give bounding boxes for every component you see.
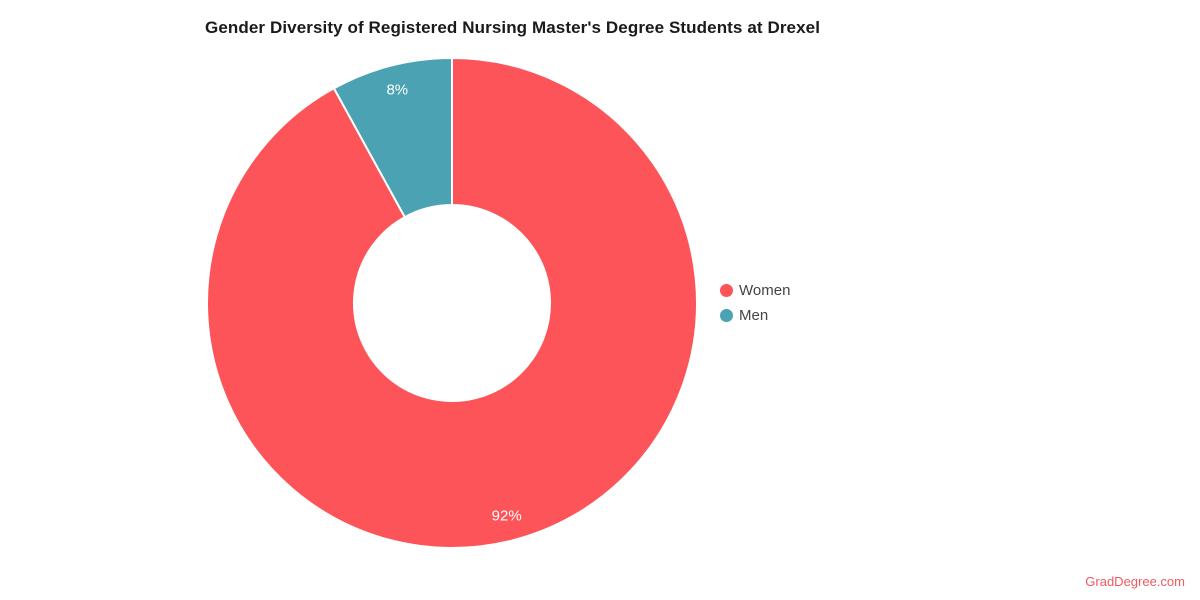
pie-slice-labels: 92% 8% xyxy=(386,81,521,524)
pie-slice-men[interactable] xyxy=(332,57,453,219)
slice-label-women: 92% xyxy=(492,508,522,525)
legend-label: Men xyxy=(739,307,769,324)
legend-marker-icon xyxy=(720,284,733,297)
legend-label: Women xyxy=(739,282,791,299)
pie-slice-women[interactable] xyxy=(205,57,698,549)
slice-label-men: 8% xyxy=(386,81,408,98)
legend-item-men[interactable]: Men xyxy=(720,303,790,328)
legend: Women Men xyxy=(720,278,790,328)
pie-slices xyxy=(205,57,698,549)
chart-title: Gender Diversity of Registered Nursing M… xyxy=(205,18,821,37)
watermark-link[interactable]: GradDegree.com xyxy=(1085,574,1185,589)
legend-item-women[interactable]: Women xyxy=(720,278,790,303)
legend-marker-icon xyxy=(720,309,733,322)
